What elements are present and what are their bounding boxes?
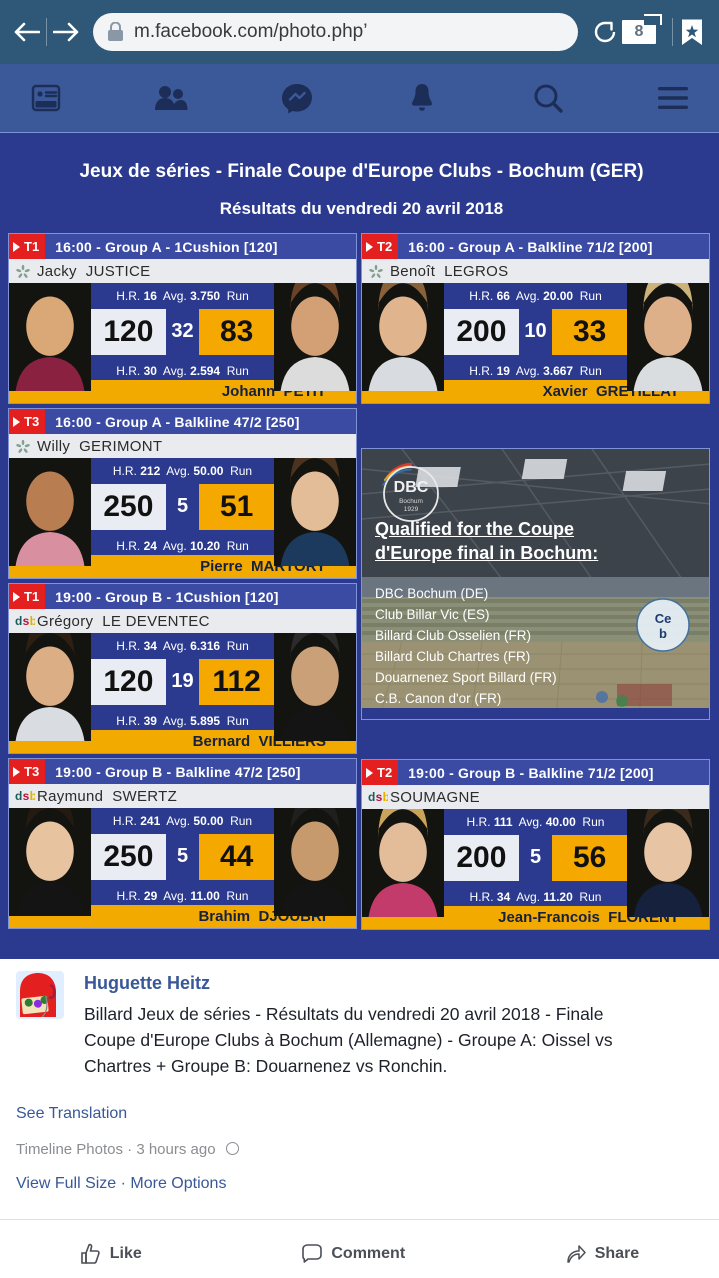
svg-text:Ce: Ce <box>655 611 672 626</box>
svg-text:1929: 1929 <box>404 506 419 513</box>
svg-text:dsb: dsb <box>368 790 388 804</box>
svg-text:Bochum: Bochum <box>399 498 423 505</box>
svg-text:DBC: DBC <box>394 479 429 496</box>
svg-text:b: b <box>659 626 667 641</box>
svg-text:dsb: dsb <box>15 614 35 628</box>
svg-text:dsb: dsb <box>15 789 35 803</box>
